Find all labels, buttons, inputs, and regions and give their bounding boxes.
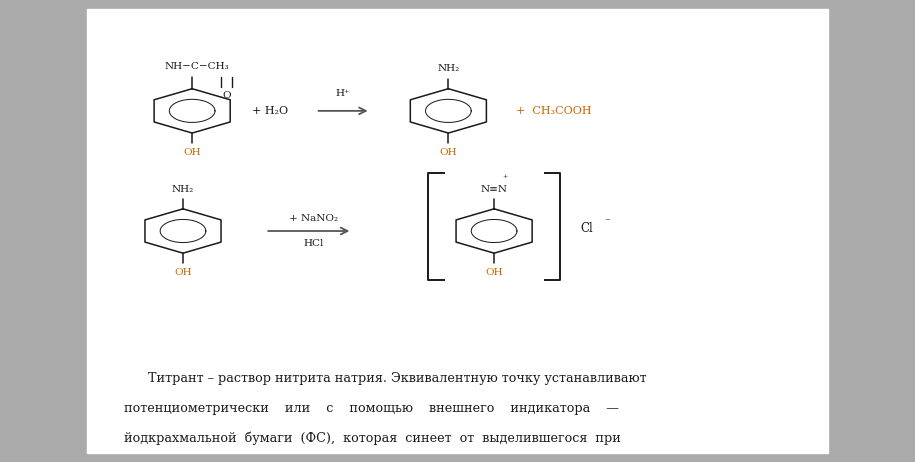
Text: O: O (222, 91, 231, 100)
Text: NH₂: NH₂ (172, 185, 194, 194)
Text: ⁺: ⁺ (502, 175, 508, 183)
Text: OH: OH (439, 148, 458, 157)
Text: N≡N: N≡N (480, 185, 508, 194)
FancyBboxPatch shape (87, 9, 828, 453)
Text: HCl: HCl (303, 239, 324, 248)
Text: ⁻: ⁻ (604, 217, 609, 227)
Text: потенциометрически    или    с    помощью    внешнего    индикатора    —: потенциометрически или с помощью внешнег… (124, 402, 619, 415)
Text: + NaNO₂: + NaNO₂ (289, 214, 338, 223)
Text: Cl: Cl (580, 222, 593, 235)
Text: Титрант – раствор нитрита натрия. Эквивалентную точку устанавливают: Титрант – раствор нитрита натрия. Эквива… (124, 372, 646, 385)
Text: OH: OH (174, 268, 192, 277)
Text: OH: OH (485, 268, 503, 277)
Text: NH₂: NH₂ (437, 65, 459, 73)
Text: NH−C−CH₃: NH−C−CH₃ (165, 62, 229, 71)
Text: H⁺: H⁺ (336, 89, 350, 98)
Text: +  CH₃COOH: + CH₃COOH (516, 106, 591, 116)
Text: йодкрахмальной  бумаги  (ФС),  которая  синеет  от  выделившегося  при: йодкрахмальной бумаги (ФС), которая сине… (124, 432, 620, 445)
Text: + H₂O: + H₂O (252, 106, 288, 116)
Text: OH: OH (183, 148, 201, 157)
